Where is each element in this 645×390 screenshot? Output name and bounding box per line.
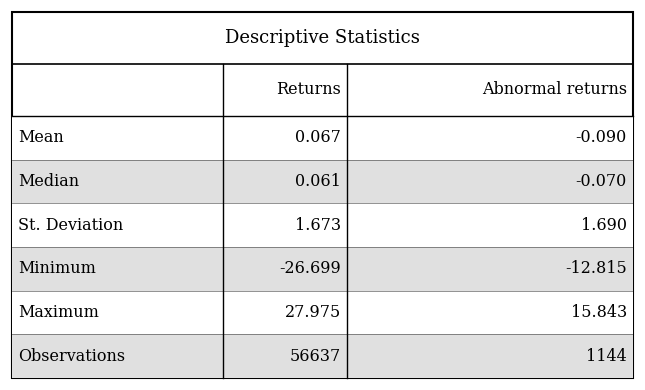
Bar [12,160,633,203]
Text: 56637: 56637 [290,347,341,365]
Text: Median: Median [18,173,79,190]
Text: -0.090: -0.090 [576,129,627,146]
Text: 0.061: 0.061 [295,173,341,190]
Text: 1.690: 1.690 [581,217,627,234]
Bar [12,247,633,291]
Bar [12,116,633,160]
Text: Maximum: Maximum [18,304,99,321]
Text: 1144: 1144 [586,347,627,365]
Text: 1.673: 1.673 [295,217,341,234]
Text: 0.067: 0.067 [295,129,341,146]
Text: St. Deviation: St. Deviation [18,217,123,234]
Text: -12.815: -12.815 [565,261,627,277]
Text: Observations: Observations [18,347,125,365]
Text: Descriptive Statistics: Descriptive Statistics [225,29,420,47]
Bar [12,203,633,247]
Bar [12,291,633,334]
Text: -0.070: -0.070 [576,173,627,190]
Text: Mean: Mean [18,129,64,146]
Text: 15.843: 15.843 [571,304,627,321]
Text: 27.975: 27.975 [285,304,341,321]
Bar [12,334,633,378]
Text: Abnormal returns: Abnormal returns [482,82,627,99]
Text: -26.699: -26.699 [279,261,341,277]
Text: Returns: Returns [277,82,341,99]
Text: Minimum: Minimum [18,261,96,277]
